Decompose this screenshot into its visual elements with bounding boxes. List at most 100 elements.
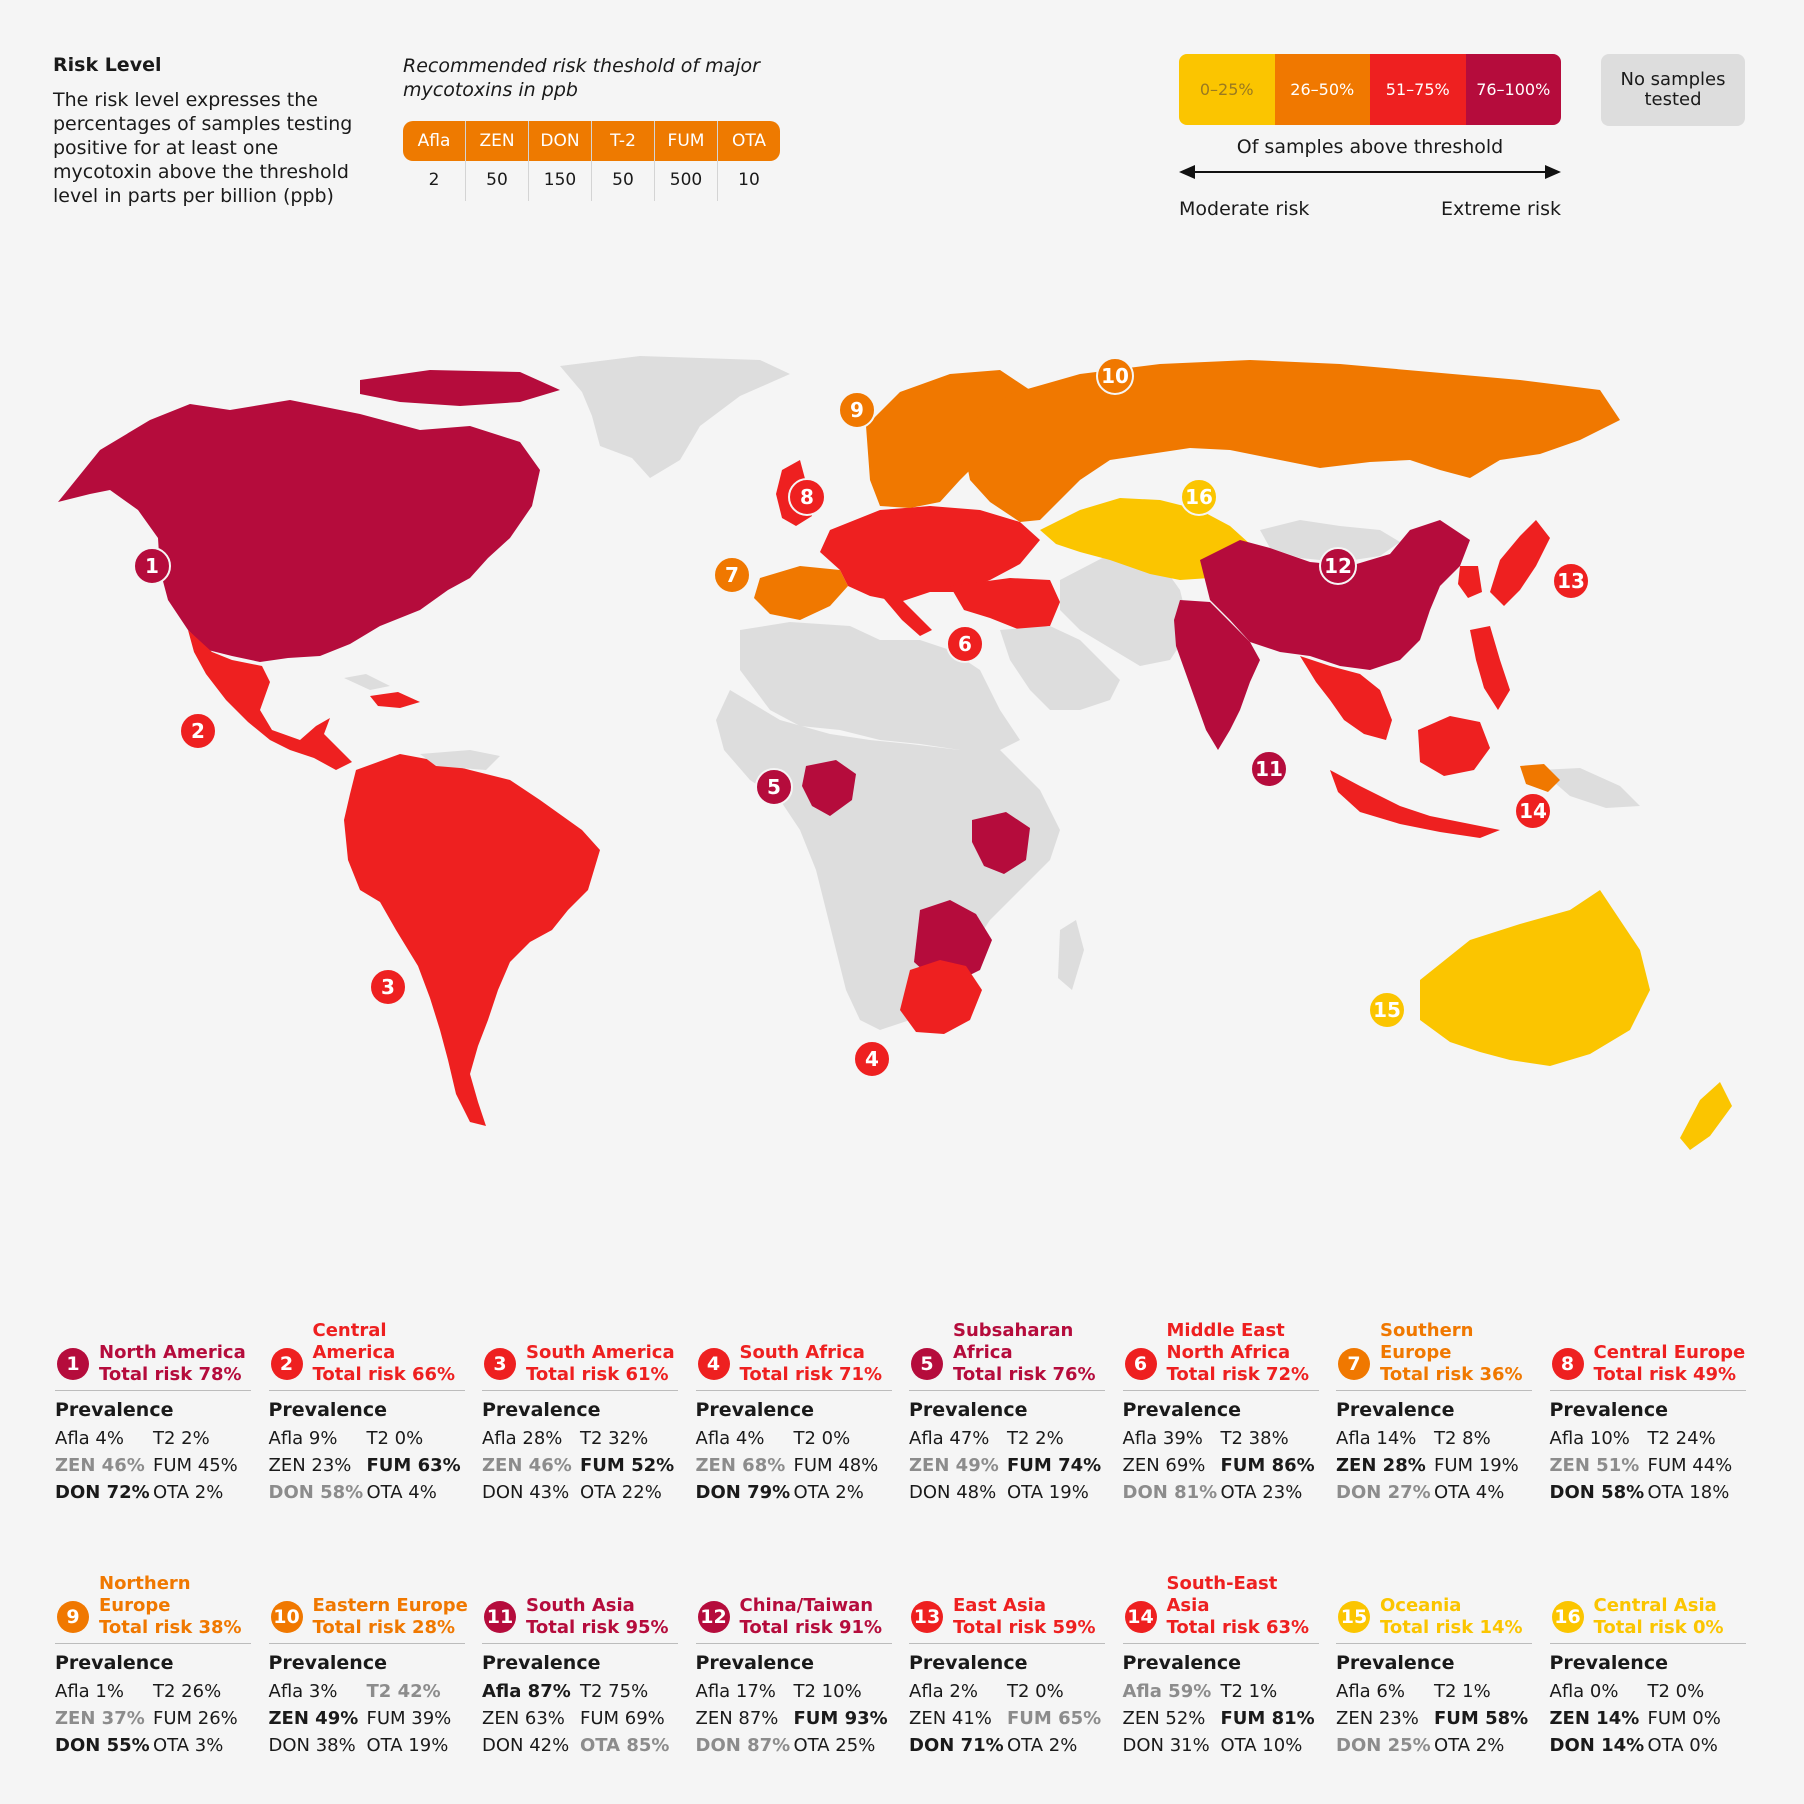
prevalence-value: FUM 39% [366, 1708, 452, 1729]
prevalence-label: Prevalence [55, 1399, 174, 1421]
prevalence-value: DON 43% [482, 1482, 570, 1503]
map-badge-number: 4 [865, 1047, 879, 1071]
threshold-value: 50 [486, 170, 508, 190]
threshold-label: ZEN [466, 121, 528, 161]
region-card-header: 14 South-East Asia Total risk 63% [1122, 1573, 1319, 1644]
prevalence-value: T2 26% [153, 1681, 222, 1702]
prevalence-values: Afla 47% T2 2% ZEN 49% FUM 74% DON 48% OTA 19… [909, 1425, 1105, 1506]
scale-bin: 0–25% [1179, 54, 1275, 125]
scale-caption: Of samples above threshold [1236, 136, 1504, 158]
prevalence-values: Afla 4% T2 0% ZEN 68% FUM 48% DON 79% OTA 2% [696, 1425, 892, 1506]
map-badge-1: 1 [133, 547, 171, 585]
region-card: 16 Central Asia Total risk 0% Prevalence Afl… [1549, 1581, 1746, 1759]
region-sea-mainland [1300, 656, 1392, 740]
map-badge-number: 12 [1324, 554, 1352, 578]
threshold-col-fum: FUM 500 [654, 121, 717, 201]
region-new-guinea-west [1520, 764, 1560, 792]
prevalence-value: Afla 10% [1549, 1428, 1630, 1449]
region-card: 1 North America Total risk 78% Prevalence Af… [55, 1328, 251, 1506]
prevalence-value: T2 2% [1007, 1428, 1064, 1449]
prevalence-value: ZEN 23% [1336, 1708, 1419, 1729]
map-badge-14: 14 [1514, 792, 1552, 830]
extreme-risk-label: Extreme risk [1440, 198, 1561, 220]
region-card: 7 Southern Europe Total risk 36% Prevalence… [1336, 1320, 1532, 1506]
prevalence-value: FUM 19% [1434, 1455, 1519, 1476]
prevalence-value: ZEN 46% [482, 1455, 572, 1476]
prevalence-value: Afla 47% [909, 1428, 990, 1449]
region-total-risk: Total risk 59% [953, 1617, 1096, 1638]
region-card-header: 5 Subsaharan Africa Total risk 76% [909, 1320, 1105, 1391]
prevalence-value: OTA 25% [793, 1735, 876, 1756]
region-australia [1420, 890, 1650, 1066]
prevalence-value: FUM 26% [153, 1708, 238, 1729]
region-card-header: 9 Northern Europe Total risk 38% [55, 1573, 251, 1644]
prevalence-values: Afla 87% T2 75% ZEN 63% FUM 69% DON 42% OTA 8… [482, 1678, 678, 1759]
region-card: 15 Oceania Total risk 14% Prevalence Afla 6%… [1336, 1581, 1532, 1759]
region-philippines [1470, 626, 1510, 710]
region-title: South America Total risk 61% [526, 1342, 686, 1386]
prevalence-value: ZEN 28% [1336, 1455, 1426, 1476]
region-caribbean [370, 692, 420, 708]
region-card-header: 7 Southern Europe Total risk 36% [1336, 1320, 1532, 1391]
map-badge-number: 1 [145, 554, 159, 578]
map-regions [58, 356, 1732, 1150]
threshold-value: 500 [669, 170, 703, 190]
region-name: South Asia [526, 1595, 635, 1616]
prevalence-values: Afla 4% T2 2% ZEN 46% FUM 45% DON 72% OTA 2% [55, 1425, 251, 1506]
map-badge-number: 11 [1255, 757, 1283, 781]
prevalence-value: T2 1% [1220, 1681, 1278, 1702]
prevalence-value: Afla 0% [1549, 1681, 1619, 1702]
region-name: East Asia [953, 1595, 1046, 1616]
prevalence-value: ZEN 37% [55, 1708, 145, 1729]
prevalence-value: FUM 48% [793, 1455, 879, 1476]
risk-color-scale: 0–25% 26–50% 51–75% 76–100% [1179, 54, 1561, 125]
map-badge-15: 15 [1368, 991, 1406, 1029]
region-card-header: 8 Central Europe Total risk 49% [1549, 1328, 1746, 1391]
map-badge-number: 15 [1373, 998, 1401, 1022]
region-name: Subsaharan Africa [953, 1320, 1074, 1363]
region-title: Northern Europe Total risk 38% [99, 1573, 259, 1639]
prevalence-value: DON 14% [1549, 1735, 1645, 1756]
prevalence-value: Afla 4% [695, 1428, 765, 1449]
region-total-risk: Total risk 14% [1380, 1617, 1523, 1638]
threshold-col-t-2: T-2 50 [591, 121, 654, 201]
prevalence-value: DON 55% [55, 1735, 150, 1756]
threshold-label: OTA [718, 121, 780, 161]
prevalence-value: Afla 87% [482, 1681, 571, 1702]
prevalence-value: ZEN 63% [482, 1708, 565, 1729]
scale-bin: 26–50% [1274, 54, 1370, 125]
region-title: Central Asia Total risk 0% [1594, 1595, 1754, 1639]
prevalence-value: OTA 22% [580, 1482, 662, 1503]
map-badge-number: 10 [1101, 364, 1129, 388]
prevalence-values: Afla 0% T2 0% ZEN 14% FUM 0% DON 14% OTA 0% [1550, 1678, 1746, 1759]
region-title: Central America Total risk 66% [313, 1320, 473, 1386]
prevalence-value: FUM 93% [793, 1708, 888, 1729]
map-badge-number: 14 [1519, 799, 1547, 823]
region-iran-afghan [1060, 554, 1190, 666]
prevalence-value: T2 38% [1220, 1428, 1289, 1449]
prevalence-value: Afla 4% [55, 1428, 124, 1449]
map-badge-7: 7 [713, 556, 751, 594]
region-south-asia [1174, 600, 1260, 750]
region-turkey-caucasus [950, 578, 1060, 630]
region-number-badge: 1 [57, 1348, 89, 1380]
map-badge-number: 6 [958, 632, 972, 656]
prevalence-value: ZEN 41% [909, 1708, 992, 1729]
prevalence-label: Prevalence [268, 1652, 387, 1674]
prevalence-values: Afla 14% T2 8% ZEN 28% FUM 19% DON 27% OTA 4% [1336, 1425, 1532, 1506]
region-east-africa [972, 812, 1030, 874]
map-badge-10: 10 [1096, 357, 1134, 395]
prevalence-value: DON 38% [268, 1735, 356, 1756]
prevalence-values: Afla 2% T2 0% ZEN 41% FUM 65% DON 71% OTA 2% [909, 1678, 1105, 1759]
prevalence-value: DON 25% [1336, 1735, 1431, 1756]
region-title: Central Europe Total risk 49% [1594, 1342, 1754, 1386]
prevalence-value: FUM 52% [580, 1455, 675, 1476]
region-card: 9 Northern Europe Total risk 38% Prevalence… [55, 1573, 251, 1759]
prevalence-value: T2 42% [366, 1681, 441, 1702]
prevalence-label: Prevalence [1122, 1399, 1241, 1421]
prevalence-value: Afla 59% [1122, 1681, 1212, 1702]
region-total-risk: Total risk 63% [1166, 1617, 1310, 1638]
threshold-label: T-2 [592, 121, 654, 161]
prevalence-value: Afla 3% [268, 1681, 338, 1702]
